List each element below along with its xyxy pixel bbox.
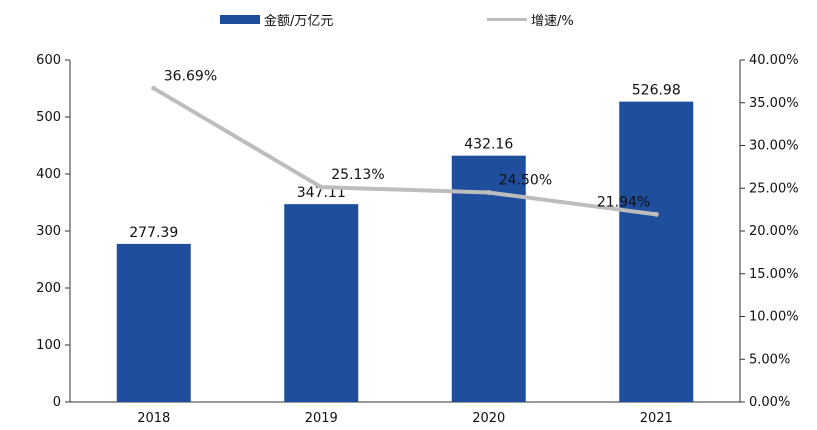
bar-label-2020: 432.16 [464,137,513,153]
x-tick-label-2018: 2018 [137,411,170,426]
left-tick-label: 400 [36,167,61,182]
right-tick-label: 10.00% [749,310,799,325]
right-tick-label: 20.00% [749,224,799,239]
bar-label-2021: 526.98 [632,83,681,99]
left-tick-label: 100 [36,338,61,353]
right-tick-label: 35.00% [749,96,799,111]
growth-point-2019 [318,184,324,190]
left-tick-label: 0 [53,395,61,410]
growth-point-2020 [486,190,492,196]
growth-label-2020: 24.50% [499,173,552,189]
legend-item-growth: 增速/% [487,10,574,29]
right-tick-label: 0.00% [749,395,790,410]
legend-swatch-amount [220,15,260,24]
legend-label-amount: 金额/万亿元 [264,14,334,29]
bar-2021 [619,101,694,402]
legend-item-amount: 金额/万亿元 [220,10,333,29]
right-tick-label: 5.00% [749,352,790,367]
growth-label-2021: 21.94% [597,194,650,210]
bar-2019 [284,204,359,402]
right-tick-label: 15.00% [749,267,799,282]
legend-swatch-growth [487,18,527,21]
bar-label-2018: 277.39 [129,225,178,241]
left-tick-label: 600 [36,53,61,68]
growth-point-2018 [151,85,157,91]
growth-point-2021 [653,211,659,217]
left-tick-label: 500 [36,110,61,125]
x-tick-label-2021: 2021 [640,411,673,426]
right-tick-label: 30.00% [749,139,799,154]
bar-2018 [116,243,191,402]
x-tick-label-2020: 2020 [472,411,505,426]
right-tick-label: 40.00% [749,53,799,68]
left-tick-label: 300 [36,224,61,239]
right-tick-label: 25.00% [749,181,799,196]
growth-label-2018: 36.69% [164,68,217,84]
chart-legend: 金额/万亿元 增速/% [0,10,817,32]
legend-label-growth: 增速/% [531,14,574,29]
growth-line [151,86,659,217]
growth-label-2019: 25.13% [331,167,384,183]
left-tick-label: 200 [36,281,61,296]
x-tick-label-2019: 2019 [305,411,338,426]
